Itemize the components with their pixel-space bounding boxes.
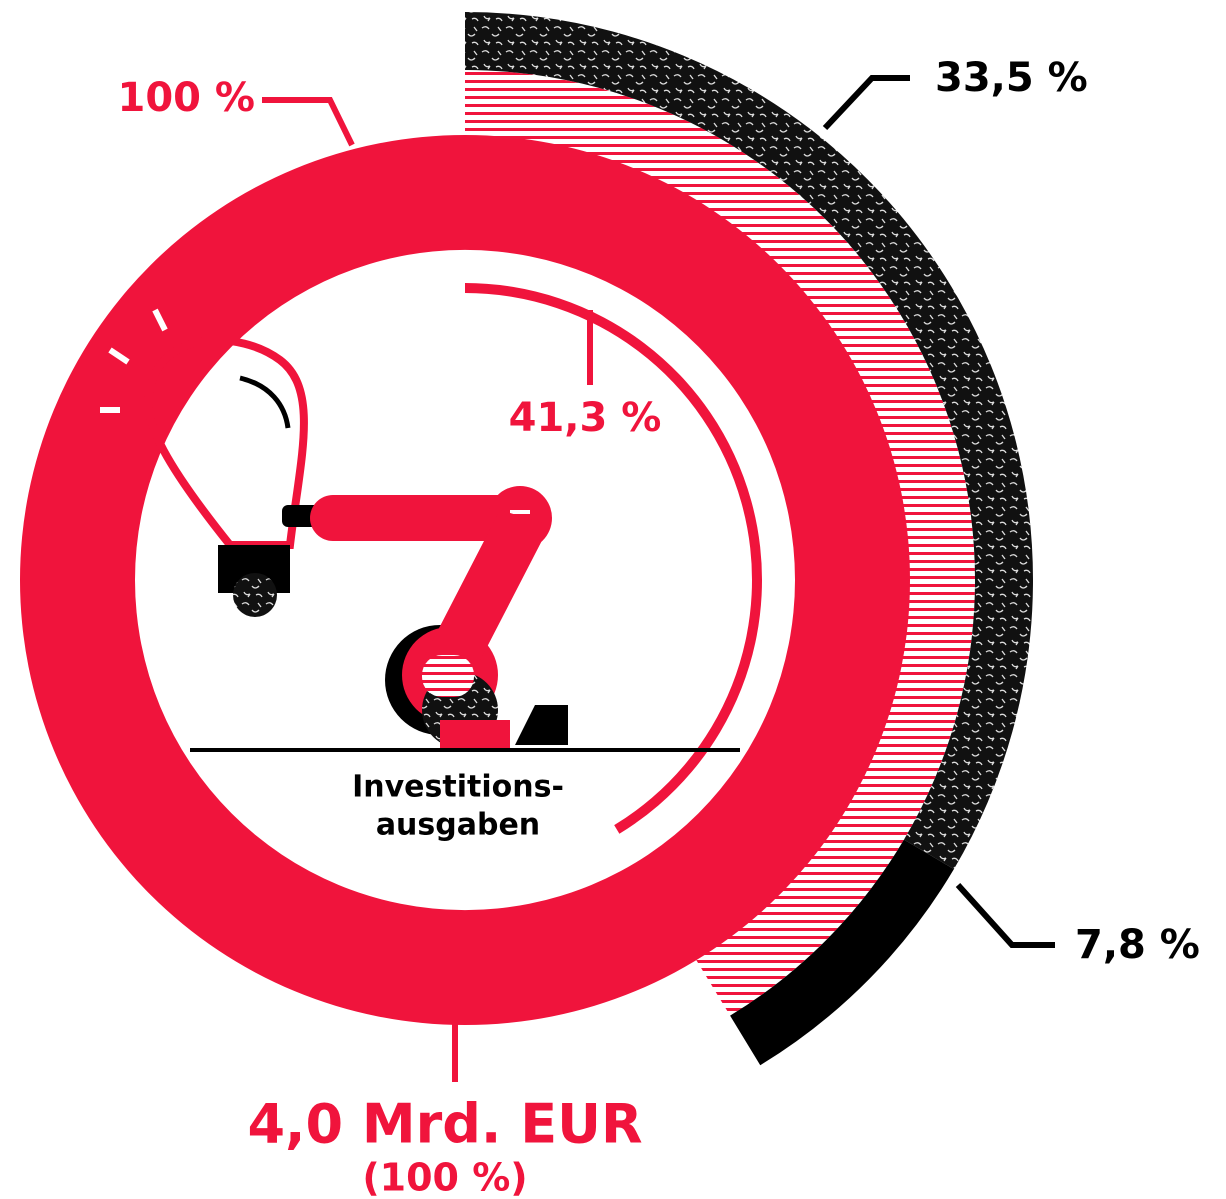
leaders [262,75,1055,1082]
segment-label: 7,8 % [1075,922,1200,968]
share-label: 41,3 % [509,395,662,441]
center-label: ausgaben [376,808,540,843]
amount-share-label: (100 %) [362,1156,527,1199]
segment-arc [730,839,954,1066]
total-label: 100 % [118,75,256,121]
amount-label: 4,0 Mrd. EUR [247,1093,642,1156]
segment-label: 33,5 % [935,55,1088,101]
arcs [20,12,1033,1066]
illustration [100,308,740,752]
share-arc [465,70,976,1016]
segment-arc [465,12,1033,870]
center-label: Investitions- [352,770,564,805]
